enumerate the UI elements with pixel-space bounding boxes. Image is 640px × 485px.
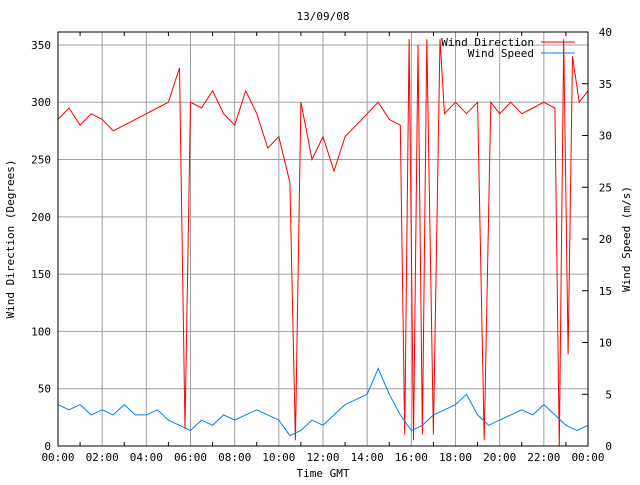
chart-title: 13/09/08 (297, 10, 350, 23)
tick-labels: 00:00 02:00 04:00 06:00 08:00 10:00 12:00 14:00… (31, 26, 612, 464)
x-tick-label: 16:00 (395, 451, 428, 464)
y2-tick-label: 40 (599, 26, 612, 39)
y2-tick-label: 35 (599, 78, 612, 91)
wind-speed-line (57, 367, 589, 437)
y2-axis-label: Wind Speed (m/s) (620, 186, 633, 292)
y-tick-label: 350 (31, 39, 51, 52)
x-tick-label: 12:00 (306, 451, 339, 464)
x-tick-label: 20:00 (483, 451, 516, 464)
y2-tick-label: 5 (605, 388, 612, 401)
y2-tick-label: 30 (599, 130, 612, 143)
x-axis-label: Time GMT (297, 467, 350, 480)
grid (58, 31, 588, 447)
y-tick-label: 0 (44, 440, 51, 453)
wind-direction-line (57, 39, 589, 447)
y2-tick-label: 20 (599, 233, 612, 246)
x-tick-label: 02:00 (86, 451, 119, 464)
x-tick-label: 00:00 (41, 451, 74, 464)
y2-tick-label: 25 (599, 181, 612, 194)
x-tick-label: 10:00 (262, 451, 295, 464)
x-tick-label: 00:00 (571, 451, 604, 464)
y-tick-label: 250 (31, 154, 51, 167)
legend-label-direction: Wind Direction (441, 36, 534, 49)
x-tick-label: 18:00 (439, 451, 472, 464)
y2-tick-label: 0 (605, 440, 612, 453)
y-tick-label: 200 (31, 211, 51, 224)
y2-tick-label: 15 (599, 285, 612, 298)
legend-label-speed: Wind Speed (468, 47, 534, 60)
y-axis-label: Wind Direction (Degrees) (4, 160, 17, 319)
y-tick-label: 150 (31, 268, 51, 281)
y-tick-label: 300 (31, 96, 51, 109)
x-tick-label: 14:00 (351, 451, 384, 464)
y2-tick-label: 10 (599, 337, 612, 350)
x-tick-label: 04:00 (130, 451, 163, 464)
y-tick-label: 100 (31, 325, 51, 338)
x-tick-label: 06:00 (174, 451, 207, 464)
series-group (57, 39, 589, 447)
x-tick-label: 08:00 (218, 451, 251, 464)
x-tick-label: 22:00 (527, 451, 560, 464)
plot-frame (57, 31, 589, 447)
legend: Wind Direction Wind Speed (441, 36, 575, 60)
y-tick-label: 50 (38, 383, 51, 396)
